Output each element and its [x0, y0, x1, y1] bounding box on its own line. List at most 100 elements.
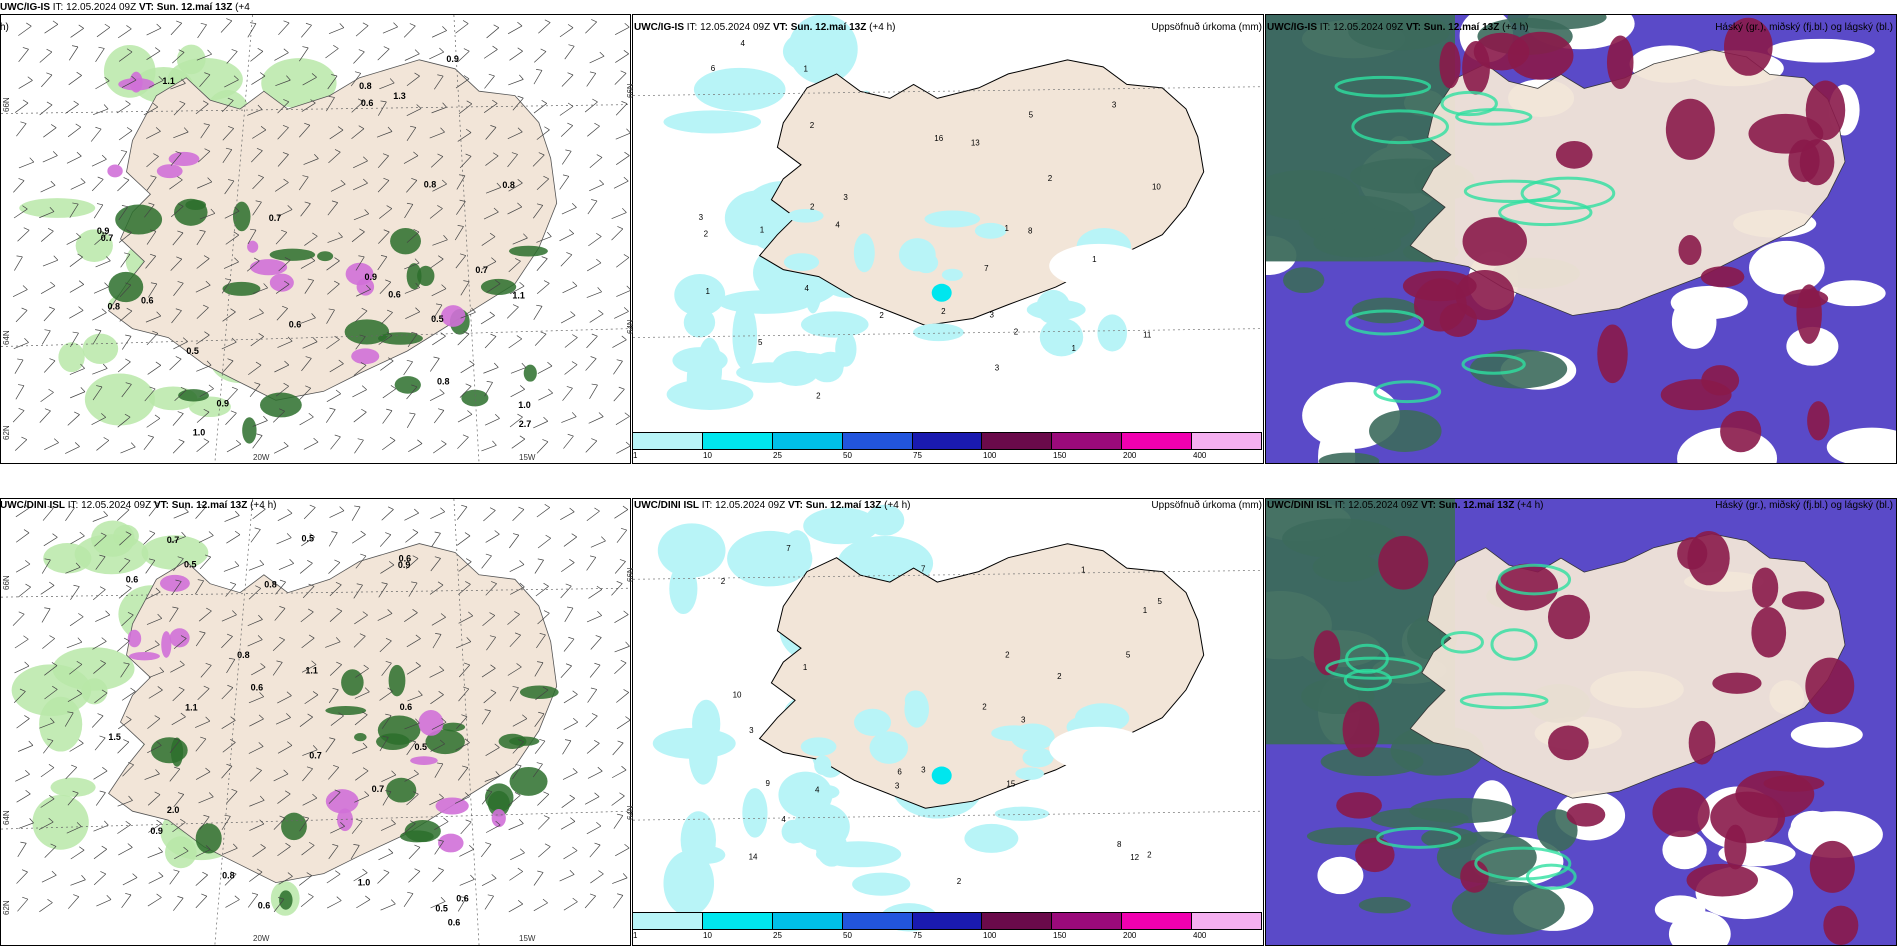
wind-barb-flag	[543, 416, 549, 422]
wind-barb-flag	[597, 287, 602, 293]
wind-barb	[381, 436, 396, 451]
wind-barb-shaft	[273, 818, 286, 830]
wind-barb-flag	[50, 717, 55, 723]
wind-barb-flag	[597, 766, 603, 772]
wind-barb	[455, 20, 469, 34]
wind-barb-shaft	[613, 180, 629, 189]
wind-barb-shaft	[483, 692, 497, 704]
wind-barb-shaft	[509, 871, 523, 881]
wind-barb	[351, 98, 364, 113]
wind-barb-shaft	[429, 393, 445, 402]
wind-barb-flag	[154, 715, 161, 719]
wind-barb-flag	[567, 102, 574, 107]
wind-barb-shaft	[480, 844, 492, 858]
wind-barb-flag	[486, 789, 493, 793]
wind-barb-flag	[383, 46, 390, 50]
wind-barb-flag	[437, 205, 443, 209]
colorbar-swatch	[1122, 913, 1193, 929]
cloud-clear-patch	[1767, 38, 1875, 63]
wind-barb-shaft	[94, 692, 108, 704]
wind-barb-shaft	[93, 286, 109, 294]
wind-barb-shaft	[95, 80, 110, 90]
wind-barb-shaft	[429, 51, 444, 60]
wind-barb	[277, 99, 290, 114]
wind-value-label: 0.6	[388, 289, 401, 299]
precip-value-label: 3	[895, 782, 900, 791]
wind-barb-shaft	[17, 898, 29, 912]
wind-barb-shaft	[380, 823, 396, 831]
wind-barb-shaft	[222, 311, 236, 322]
wind-barb-shaft	[144, 644, 160, 653]
precip-value-label: 13	[971, 139, 980, 148]
wind-barb	[117, 637, 130, 652]
wind-barb-shaft	[171, 581, 182, 595]
wind-barb-flag	[594, 792, 600, 797]
wind-barb	[379, 78, 395, 90]
wind-barb	[226, 440, 242, 453]
wind-barb	[95, 46, 105, 62]
wind-barb-flag	[438, 691, 444, 696]
wind-barb-shaft	[18, 161, 34, 169]
wind-barb	[377, 255, 388, 271]
wind-map-svg-top: 0.61.00.80.90.50.60.60.81.10.80.90.70.81…	[1, 15, 630, 463]
wind-barb	[429, 205, 443, 219]
wind-barb-shaft	[483, 103, 498, 113]
wind-barb-shaft	[13, 208, 28, 219]
wind-barb-shaft	[611, 795, 625, 806]
wind-barb-flag	[626, 285, 630, 290]
wind-shade-dark	[242, 417, 257, 444]
wind-barb-flag	[305, 385, 311, 389]
wind-barb-shaft	[509, 534, 520, 549]
wind-barb-flag	[226, 633, 233, 637]
wind-barb-shaft	[330, 183, 346, 192]
wind-barb-flag	[258, 742, 264, 747]
wind-barb-flag	[463, 331, 470, 335]
wind-barb	[434, 839, 444, 855]
wind-barb-flag	[227, 125, 234, 129]
wind-barb-shaft	[507, 666, 522, 676]
wind-barb	[275, 382, 289, 397]
wind-barb-flag	[543, 175, 549, 180]
wind-barb	[70, 387, 86, 399]
wind-barb	[586, 555, 597, 571]
wind-barb	[485, 152, 499, 166]
wind-barb-flag	[234, 895, 240, 900]
wind-barb	[353, 362, 367, 376]
wind-barb	[434, 817, 449, 831]
wind-barb-shaft	[586, 825, 602, 835]
wind-barb-flag	[536, 304, 543, 307]
wind-barb	[327, 280, 340, 295]
wind-barb	[247, 892, 259, 908]
cloud-high-contour	[1373, 380, 1442, 404]
wind-barb-shaft	[121, 384, 132, 398]
wind-barb-flag	[181, 531, 186, 537]
wind-barb-flag	[440, 507, 445, 513]
wind-barb	[612, 873, 628, 884]
wind-barb-shaft	[272, 410, 285, 423]
wind-barb-shaft	[93, 824, 109, 832]
wind-barb-flag	[388, 848, 394, 854]
cloud-high-contour	[1461, 353, 1526, 375]
precip-value-label: 7	[984, 264, 989, 273]
wind-barb-flag	[339, 506, 345, 511]
precip-shade-sea	[778, 771, 833, 819]
precip-value-label: 4	[781, 815, 786, 824]
precip-shade-sea	[686, 351, 714, 407]
wind-barb	[457, 331, 470, 346]
wind-barb-flag	[174, 766, 180, 770]
wind-barb	[303, 437, 319, 450]
wind-barb-shaft	[252, 287, 268, 294]
precip-shade-land	[904, 690, 930, 728]
wind-barb	[585, 356, 597, 371]
wind-barb	[329, 359, 344, 373]
wind-barb-flag	[621, 101, 628, 104]
cloud-mid-patch	[1701, 365, 1740, 396]
wind-barb	[147, 715, 161, 729]
wind-barb-shaft	[147, 745, 162, 754]
wind-barb-flag	[98, 46, 105, 49]
wind-barb	[146, 47, 161, 60]
wind-barb-shaft	[508, 79, 524, 86]
wind-barb	[536, 231, 552, 243]
wind-barb-flag	[468, 845, 474, 850]
wind-barb-flag	[463, 662, 470, 666]
